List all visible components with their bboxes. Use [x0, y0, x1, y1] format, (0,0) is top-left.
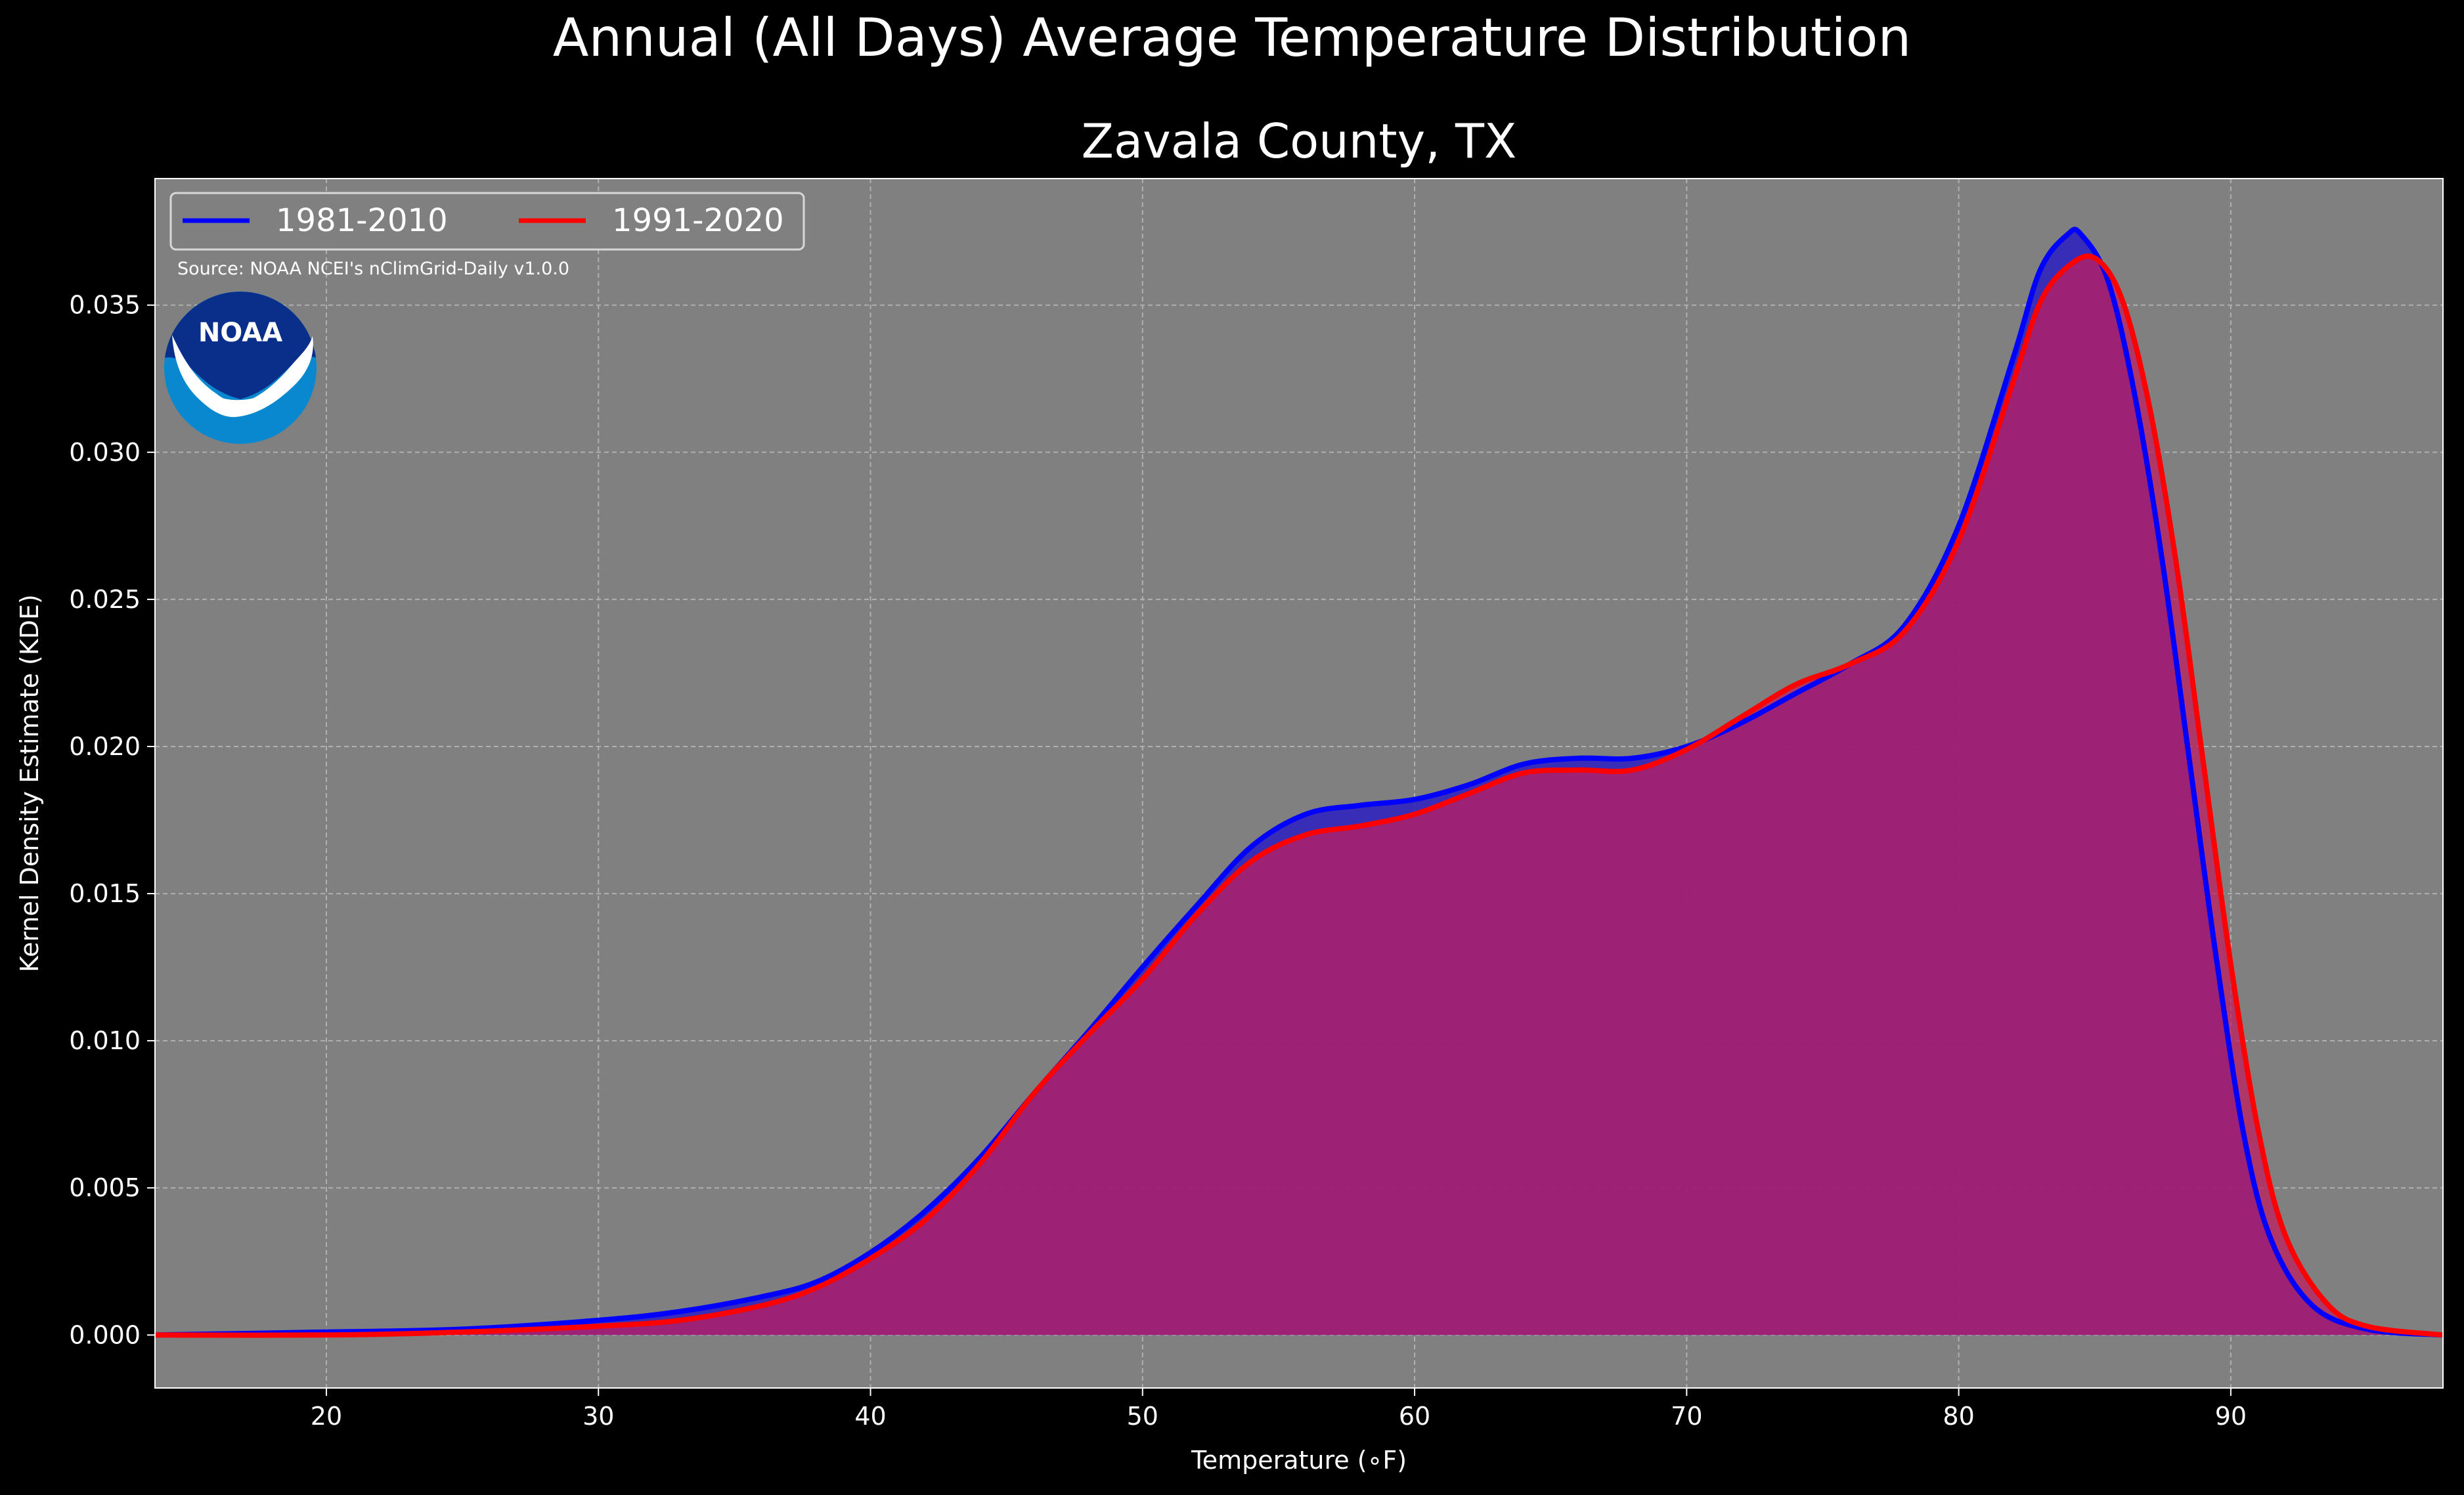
x-tick-label: 30 — [583, 1402, 614, 1431]
noaa-logo-text: NOAA — [198, 318, 282, 348]
y-tick-label: 0.035 — [69, 291, 141, 320]
y-tick-label: 0.030 — [69, 438, 141, 467]
y-tick-label: 0.015 — [69, 879, 141, 908]
x-tick-label: 50 — [1127, 1402, 1158, 1431]
y-tick-label: 0.010 — [69, 1026, 141, 1055]
chart-title: Annual (All Days) Average Temperature Di… — [553, 7, 1911, 68]
legend-label-1981-2010: 1981-2010 — [276, 202, 448, 239]
legend-label-1991-2020: 1991-2020 — [612, 202, 784, 239]
x-axis-label: Temperature (∘F) — [1191, 1446, 1407, 1475]
axis-ticks: 20 30 40 50 60 70 80 90 0.000 0.005 0.010 0.015 0.02… — [69, 291, 2247, 1431]
x-tick-label: 40 — [854, 1402, 886, 1431]
y-tick-label: 0.025 — [69, 585, 141, 614]
source-note: Source: NOAA NCEI's nClimGrid-Daily v1.0… — [177, 259, 569, 279]
y-axis-label: Kernel Density Estimate (KDE) — [15, 594, 44, 972]
noaa-logo: NOAA — [164, 292, 317, 444]
legend: 1981-2010 1991-2020 — [169, 192, 805, 251]
y-tick-label: 0.020 — [69, 732, 141, 761]
series-area-1991-2020 — [155, 256, 2443, 1335]
y-tick-label: 0.000 — [69, 1320, 141, 1349]
series-line-1991-2020 — [154, 253, 2444, 1338]
x-tick-label: 70 — [1671, 1402, 1702, 1431]
legend-box — [169, 192, 805, 251]
x-tick-label: 80 — [1943, 1402, 1974, 1431]
chart-subtitle: Zavala County, TX — [1082, 114, 1517, 169]
x-tick-label: 60 — [1399, 1402, 1430, 1431]
x-tick-label: 90 — [2215, 1402, 2247, 1431]
y-tick-label: 0.005 — [69, 1173, 141, 1202]
series-layer — [154, 227, 2444, 1338]
x-tick-label: 20 — [311, 1402, 342, 1431]
series-line-1981-2010 — [154, 227, 2444, 1338]
plot-frame — [154, 178, 2444, 1389]
